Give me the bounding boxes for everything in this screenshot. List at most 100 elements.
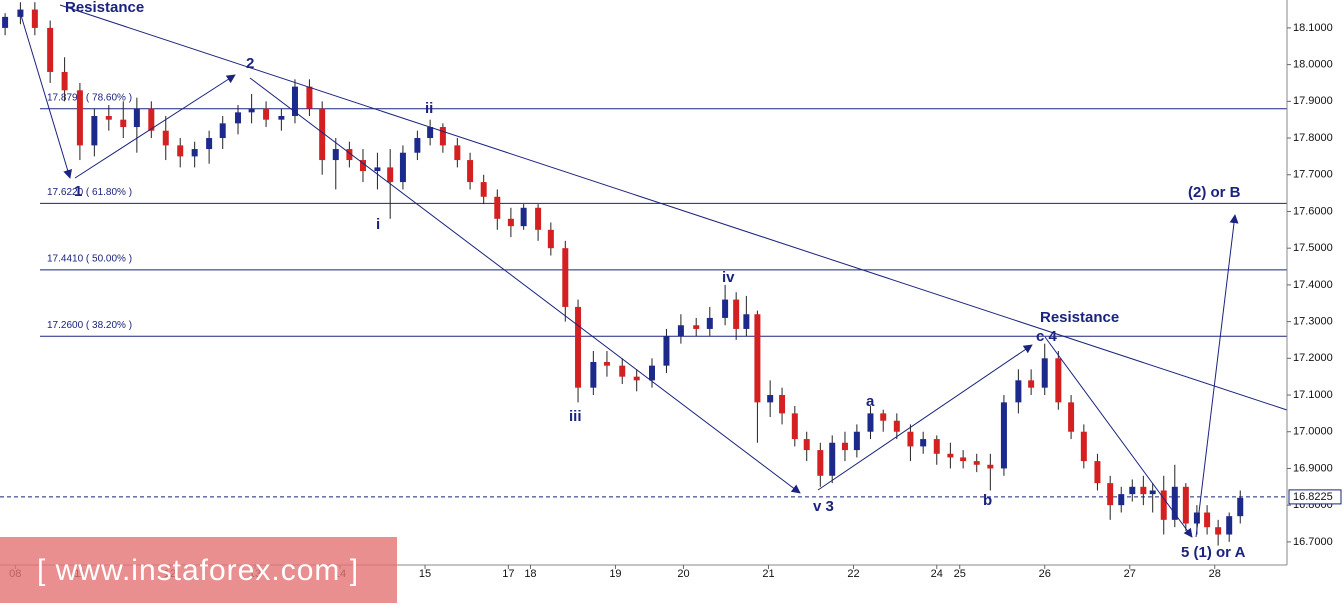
y-tick-label: 17.2000 (1293, 352, 1333, 364)
annotation: iii (569, 408, 582, 425)
candle-body (867, 413, 874, 432)
candle-body (235, 112, 242, 124)
candle-body (754, 314, 761, 403)
y-tick-label: 16.9000 (1293, 462, 1333, 474)
annotation: 1 (74, 183, 82, 200)
annotation: c 4 (1036, 328, 1058, 345)
candle-body (507, 218, 514, 227)
annotation: (2) or B (1188, 184, 1241, 201)
candle-body (1160, 490, 1167, 520)
candle-body (1193, 512, 1200, 524)
candle-body (263, 108, 270, 120)
x-tick-label: 17 (502, 568, 514, 580)
candle-body (467, 160, 474, 183)
candle-body (120, 119, 127, 128)
y-tick-label: 17.5000 (1293, 242, 1333, 254)
fib-level-label: 17.2600 ( 38.20% ) (47, 320, 132, 331)
candle-body (387, 167, 394, 183)
candle-body (1237, 497, 1244, 517)
annotation: Resistance (65, 0, 144, 16)
candle-body (291, 86, 298, 117)
candle-body (663, 336, 670, 366)
annotation: 2 (246, 55, 254, 72)
candle-body (162, 130, 169, 146)
candle-body (480, 182, 487, 197)
annotation: a (866, 393, 875, 410)
candle-body (31, 9, 38, 28)
candle-body (933, 439, 940, 454)
candle-body (439, 127, 446, 146)
annotation: b (983, 492, 992, 509)
wave-arrow (19, 11, 72, 179)
candle-body (803, 439, 810, 451)
candle-body (733, 299, 740, 329)
candle-body (920, 439, 927, 447)
x-tick-label: 19 (609, 568, 621, 580)
candle-body (1055, 358, 1062, 403)
x-tick-label: 28 (1209, 568, 1221, 580)
candle-body (1028, 380, 1035, 388)
candle-body (1015, 380, 1022, 403)
candle-body (1000, 402, 1007, 469)
y-tick-label: 17.7000 (1293, 169, 1333, 181)
annotation: Resistance (1040, 309, 1119, 326)
candle-body (359, 160, 366, 172)
annotation: iv (722, 269, 735, 286)
candle-body (973, 461, 980, 465)
candle-body (177, 145, 184, 157)
candle-body (562, 248, 569, 307)
candle-body (374, 167, 381, 172)
candle-body (677, 325, 684, 337)
candle-body (248, 108, 255, 113)
candle-body (947, 453, 954, 458)
candle-body (829, 442, 836, 476)
annotations: Resistance 1 2 i ii iii iv v 3 a b c 4 R… (65, 0, 1246, 561)
x-tick-label: 26 (1039, 568, 1051, 580)
y-tick-label: 17.8000 (1293, 132, 1333, 144)
annotation: 5 (1) or A (1181, 544, 1246, 561)
x-tick-label: 25 (954, 568, 966, 580)
x-tick-label: 24 (931, 568, 943, 580)
candle-body (47, 27, 54, 72)
axes: 16.700016.800016.900017.000017.100017.20… (0, 0, 1342, 580)
y-tick-label: 17.3000 (1293, 316, 1333, 328)
candle-body (399, 152, 406, 183)
wave-arrow (1195, 214, 1239, 538)
candle-body (960, 457, 967, 462)
y-tick-label: 17.1000 (1293, 389, 1333, 401)
candle-body (535, 207, 542, 230)
candle-body (278, 116, 285, 120)
fib-level-label: 17.6220 ( 61.80% ) (47, 187, 132, 198)
candle-body (649, 365, 656, 381)
annotation: ii (425, 100, 433, 117)
candles (2, 2, 1244, 546)
candle-body (791, 413, 798, 440)
candle-body (619, 365, 626, 377)
y-tick-label: 17.6000 (1293, 205, 1333, 217)
candle-body (1204, 512, 1211, 528)
candle-body (722, 299, 729, 318)
candle-body (907, 431, 914, 447)
candle-body (1041, 358, 1048, 388)
candle-body (1094, 461, 1101, 484)
candle-body (105, 116, 112, 120)
candle-body (633, 376, 640, 381)
candle-body (494, 196, 501, 219)
last-price-box (1288, 489, 1342, 505)
watermark: [ www.instaforex.com ] (0, 537, 397, 603)
annotation: i (376, 216, 380, 233)
wave-arrow (1044, 336, 1193, 538)
candle-body (454, 145, 461, 161)
wave-lines (19, 4, 1288, 538)
y-tick-label: 17.4000 (1293, 279, 1333, 291)
candle-body (76, 90, 83, 146)
candle-body (414, 138, 421, 153)
candle-body (779, 395, 786, 414)
x-tick-label: 21 (762, 568, 774, 580)
candle-body (1107, 483, 1114, 506)
resistance-line (59, 4, 1288, 411)
fib-level-label: 17.8797 ( 78.60% ) (47, 92, 132, 103)
candle-body (693, 325, 700, 329)
candle-body (332, 149, 339, 161)
